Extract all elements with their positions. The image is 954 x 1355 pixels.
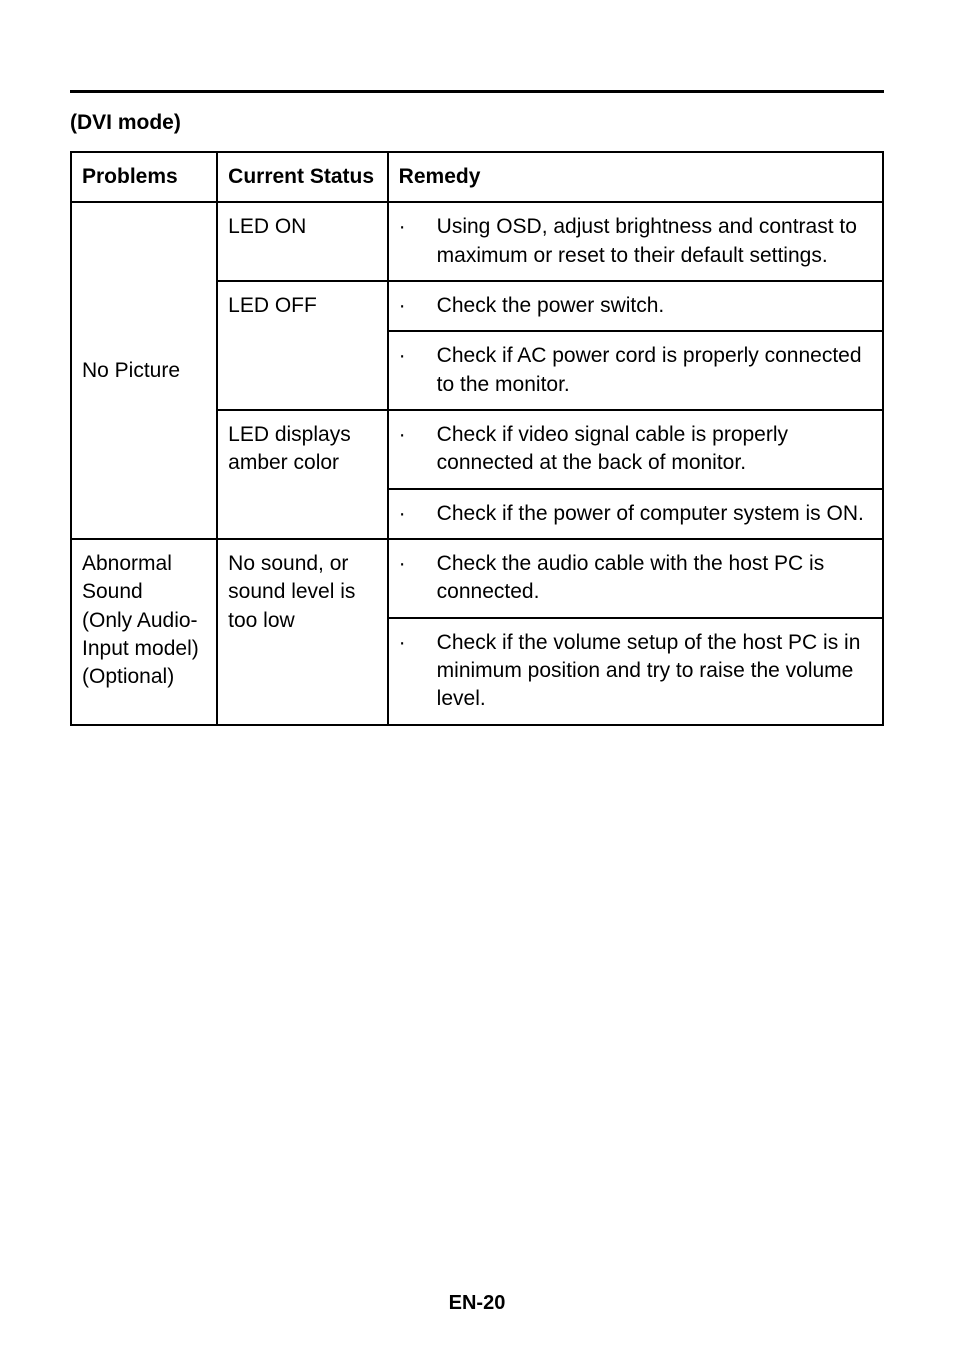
remedy-text: Check the audio cable with the host PC i…: [437, 550, 872, 607]
header-current-status: Current Status: [217, 152, 388, 202]
table-row: No Picture LED ON · Using OSD, adjust br…: [71, 202, 883, 281]
remedy-text: Check if AC power cord is properly conne…: [437, 342, 872, 399]
bullet-icon: ·: [399, 213, 415, 270]
header-remedy: Remedy: [388, 152, 883, 202]
top-rule: [70, 90, 884, 93]
cell-remedy: · Check if the power of computer system …: [388, 489, 883, 539]
bullet-icon: ·: [399, 292, 415, 320]
cell-remedy: · Check if AC power cord is properly con…: [388, 331, 883, 410]
cell-remedy: · Check if video signal cable is properl…: [388, 410, 883, 489]
remedy-text: Check if the volume setup of the host PC…: [437, 629, 872, 714]
cell-status: LED displays amber color: [217, 410, 388, 539]
remedy-text: Check the power switch.: [437, 292, 872, 320]
table-header-row: Problems Current Status Remedy: [71, 152, 883, 202]
mode-subtitle: (DVI mode): [70, 111, 884, 135]
remedy-text: Check if the power of computer system is…: [437, 500, 872, 528]
remedy-text: Check if video signal cable is properly …: [437, 421, 872, 478]
bullet-icon: ·: [399, 629, 415, 714]
cell-remedy: · Check the power switch.: [388, 281, 883, 331]
table-row: Abnormal Sound (Only Audio-Input model) …: [71, 539, 883, 618]
page-number: EN-20: [0, 1292, 954, 1315]
cell-status: LED OFF: [217, 281, 388, 410]
header-problems: Problems: [71, 152, 217, 202]
cell-problem: Abnormal Sound (Only Audio-Input model) …: [71, 539, 217, 725]
cell-remedy: · Check the audio cable with the host PC…: [388, 539, 883, 618]
bullet-icon: ·: [399, 342, 415, 399]
bullet-icon: ·: [399, 550, 415, 607]
remedy-text: Using OSD, adjust brightness and contras…: [437, 213, 872, 270]
cell-problem: No Picture: [71, 202, 217, 539]
bullet-icon: ·: [399, 500, 415, 528]
bullet-icon: ·: [399, 421, 415, 478]
cell-remedy: · Using OSD, adjust brightness and contr…: [388, 202, 883, 281]
cell-remedy: · Check if the volume setup of the host …: [388, 618, 883, 725]
cell-status: LED ON: [217, 202, 388, 281]
troubleshooting-table: Problems Current Status Remedy No Pictur…: [70, 151, 884, 726]
cell-status: No sound, or sound level is too low: [217, 539, 388, 725]
